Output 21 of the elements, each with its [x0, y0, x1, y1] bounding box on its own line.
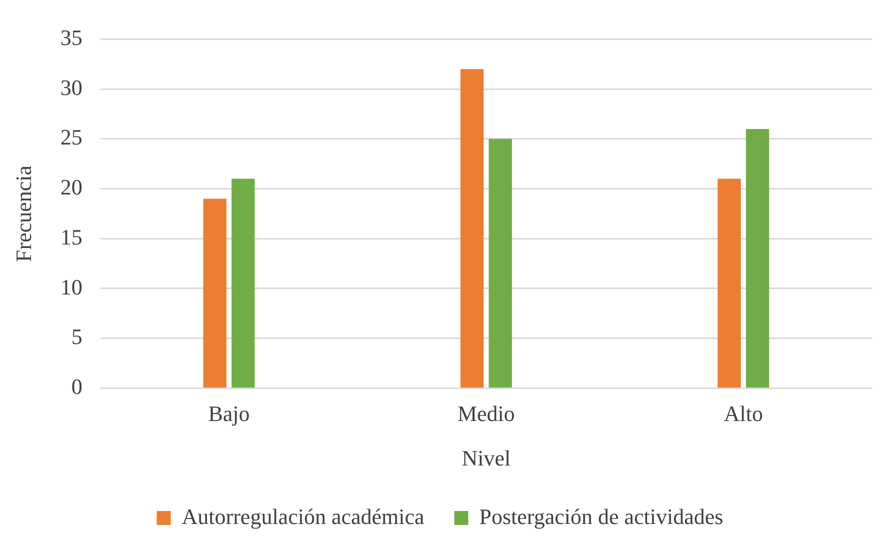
x-tick-label: Medio: [457, 401, 515, 426]
y-tick-label: 10: [60, 274, 82, 300]
legend-label: Postergación de actividades: [479, 504, 724, 529]
x-tick-label: Bajo: [208, 401, 250, 426]
y-tick-label: 35: [60, 24, 82, 50]
bar: [718, 178, 741, 388]
y-tick-label: 0: [71, 374, 82, 399]
y-tick-label: 15: [60, 224, 82, 250]
y-tick-label: 25: [60, 124, 82, 150]
y-tick-label: 5: [71, 324, 82, 350]
bar: [232, 178, 255, 388]
x-tick-label: Alto: [724, 401, 763, 426]
bar: [746, 128, 770, 388]
bar: [460, 69, 484, 388]
y-axis-title: Frecuencia: [10, 165, 36, 262]
bar: [203, 198, 226, 388]
y-tick-label: 20: [60, 174, 82, 200]
x-axis-title: Nivel: [462, 446, 511, 471]
legend-label: Autorregulación académica: [182, 504, 424, 529]
y-tick-label: 30: [60, 74, 82, 100]
bar: [488, 138, 512, 388]
